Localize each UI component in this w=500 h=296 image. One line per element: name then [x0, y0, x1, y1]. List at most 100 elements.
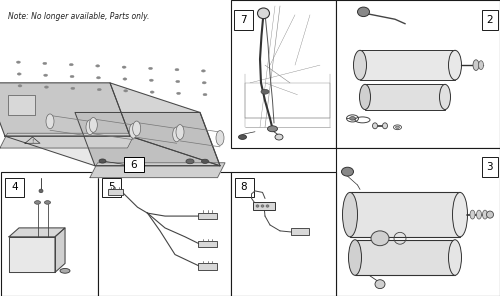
Ellipse shape: [172, 127, 180, 142]
Ellipse shape: [148, 67, 152, 70]
Ellipse shape: [478, 61, 484, 70]
Ellipse shape: [176, 92, 180, 94]
Polygon shape: [5, 136, 220, 166]
Text: 2: 2: [486, 15, 493, 25]
Polygon shape: [9, 228, 65, 237]
Ellipse shape: [268, 126, 278, 132]
Text: 8: 8: [240, 182, 248, 192]
Ellipse shape: [371, 231, 389, 246]
Ellipse shape: [350, 117, 356, 120]
Ellipse shape: [60, 268, 70, 273]
Ellipse shape: [448, 50, 462, 80]
Bar: [230, 0, 336, 148]
Ellipse shape: [470, 210, 475, 219]
Ellipse shape: [261, 205, 264, 207]
Bar: [8, 95, 35, 115]
Ellipse shape: [202, 82, 206, 84]
Polygon shape: [90, 163, 225, 178]
Ellipse shape: [448, 240, 462, 275]
Ellipse shape: [70, 75, 74, 78]
Text: 3: 3: [486, 162, 493, 172]
Ellipse shape: [354, 50, 366, 80]
Ellipse shape: [476, 210, 482, 219]
Ellipse shape: [452, 192, 468, 237]
Ellipse shape: [275, 134, 283, 140]
Text: Note: No longer available, Parts only.: Note: No longer available, Parts only.: [8, 12, 149, 21]
Ellipse shape: [261, 89, 269, 94]
Ellipse shape: [372, 123, 378, 129]
Ellipse shape: [175, 68, 179, 71]
Ellipse shape: [382, 123, 388, 129]
Ellipse shape: [44, 201, 51, 204]
Bar: [102, 178, 121, 197]
Ellipse shape: [44, 74, 48, 76]
Bar: [291, 228, 308, 235]
Bar: [5, 178, 24, 197]
Polygon shape: [55, 228, 65, 272]
Ellipse shape: [44, 86, 48, 88]
Bar: [365, 84, 445, 110]
Polygon shape: [110, 83, 220, 166]
Bar: [98, 172, 230, 296]
Ellipse shape: [98, 89, 102, 91]
Ellipse shape: [132, 121, 140, 136]
Ellipse shape: [238, 135, 246, 139]
Ellipse shape: [482, 210, 488, 219]
Ellipse shape: [342, 192, 357, 237]
Ellipse shape: [348, 240, 362, 275]
Ellipse shape: [96, 65, 100, 67]
Ellipse shape: [122, 66, 126, 68]
Bar: [336, 0, 500, 148]
Polygon shape: [0, 133, 135, 148]
Bar: [230, 172, 336, 296]
Ellipse shape: [256, 205, 259, 207]
Bar: [234, 178, 254, 197]
Ellipse shape: [71, 87, 75, 89]
Ellipse shape: [186, 159, 194, 164]
Ellipse shape: [266, 205, 269, 207]
Ellipse shape: [96, 77, 100, 79]
Ellipse shape: [176, 125, 184, 139]
Text: 7: 7: [240, 15, 247, 25]
Bar: [198, 213, 217, 219]
Text: 6: 6: [130, 160, 137, 170]
Ellipse shape: [375, 280, 385, 289]
Ellipse shape: [342, 167, 353, 176]
Bar: [1, 172, 98, 296]
Ellipse shape: [176, 80, 180, 83]
Bar: [198, 263, 217, 270]
Ellipse shape: [202, 159, 208, 163]
Polygon shape: [75, 112, 220, 166]
Ellipse shape: [396, 126, 400, 128]
Ellipse shape: [130, 123, 138, 138]
Ellipse shape: [258, 8, 270, 19]
Bar: [124, 157, 144, 172]
Ellipse shape: [86, 120, 94, 135]
Bar: [350, 192, 460, 237]
Ellipse shape: [360, 84, 370, 110]
Ellipse shape: [202, 70, 205, 72]
Ellipse shape: [18, 85, 22, 87]
Ellipse shape: [99, 159, 106, 163]
Ellipse shape: [358, 7, 370, 17]
Bar: [360, 50, 455, 80]
Ellipse shape: [34, 201, 40, 204]
Ellipse shape: [486, 211, 494, 218]
Text: 5: 5: [108, 182, 115, 192]
Ellipse shape: [17, 73, 21, 75]
Ellipse shape: [46, 114, 54, 129]
Ellipse shape: [123, 78, 127, 80]
Bar: [198, 241, 217, 247]
Ellipse shape: [203, 94, 207, 96]
Bar: [482, 157, 498, 177]
Ellipse shape: [216, 131, 224, 145]
Ellipse shape: [39, 189, 43, 193]
Bar: [252, 202, 275, 210]
Bar: [336, 148, 500, 296]
Ellipse shape: [43, 62, 47, 65]
Ellipse shape: [150, 91, 154, 93]
Bar: [355, 240, 455, 275]
Ellipse shape: [124, 90, 128, 92]
Ellipse shape: [16, 61, 20, 63]
Polygon shape: [0, 83, 130, 136]
